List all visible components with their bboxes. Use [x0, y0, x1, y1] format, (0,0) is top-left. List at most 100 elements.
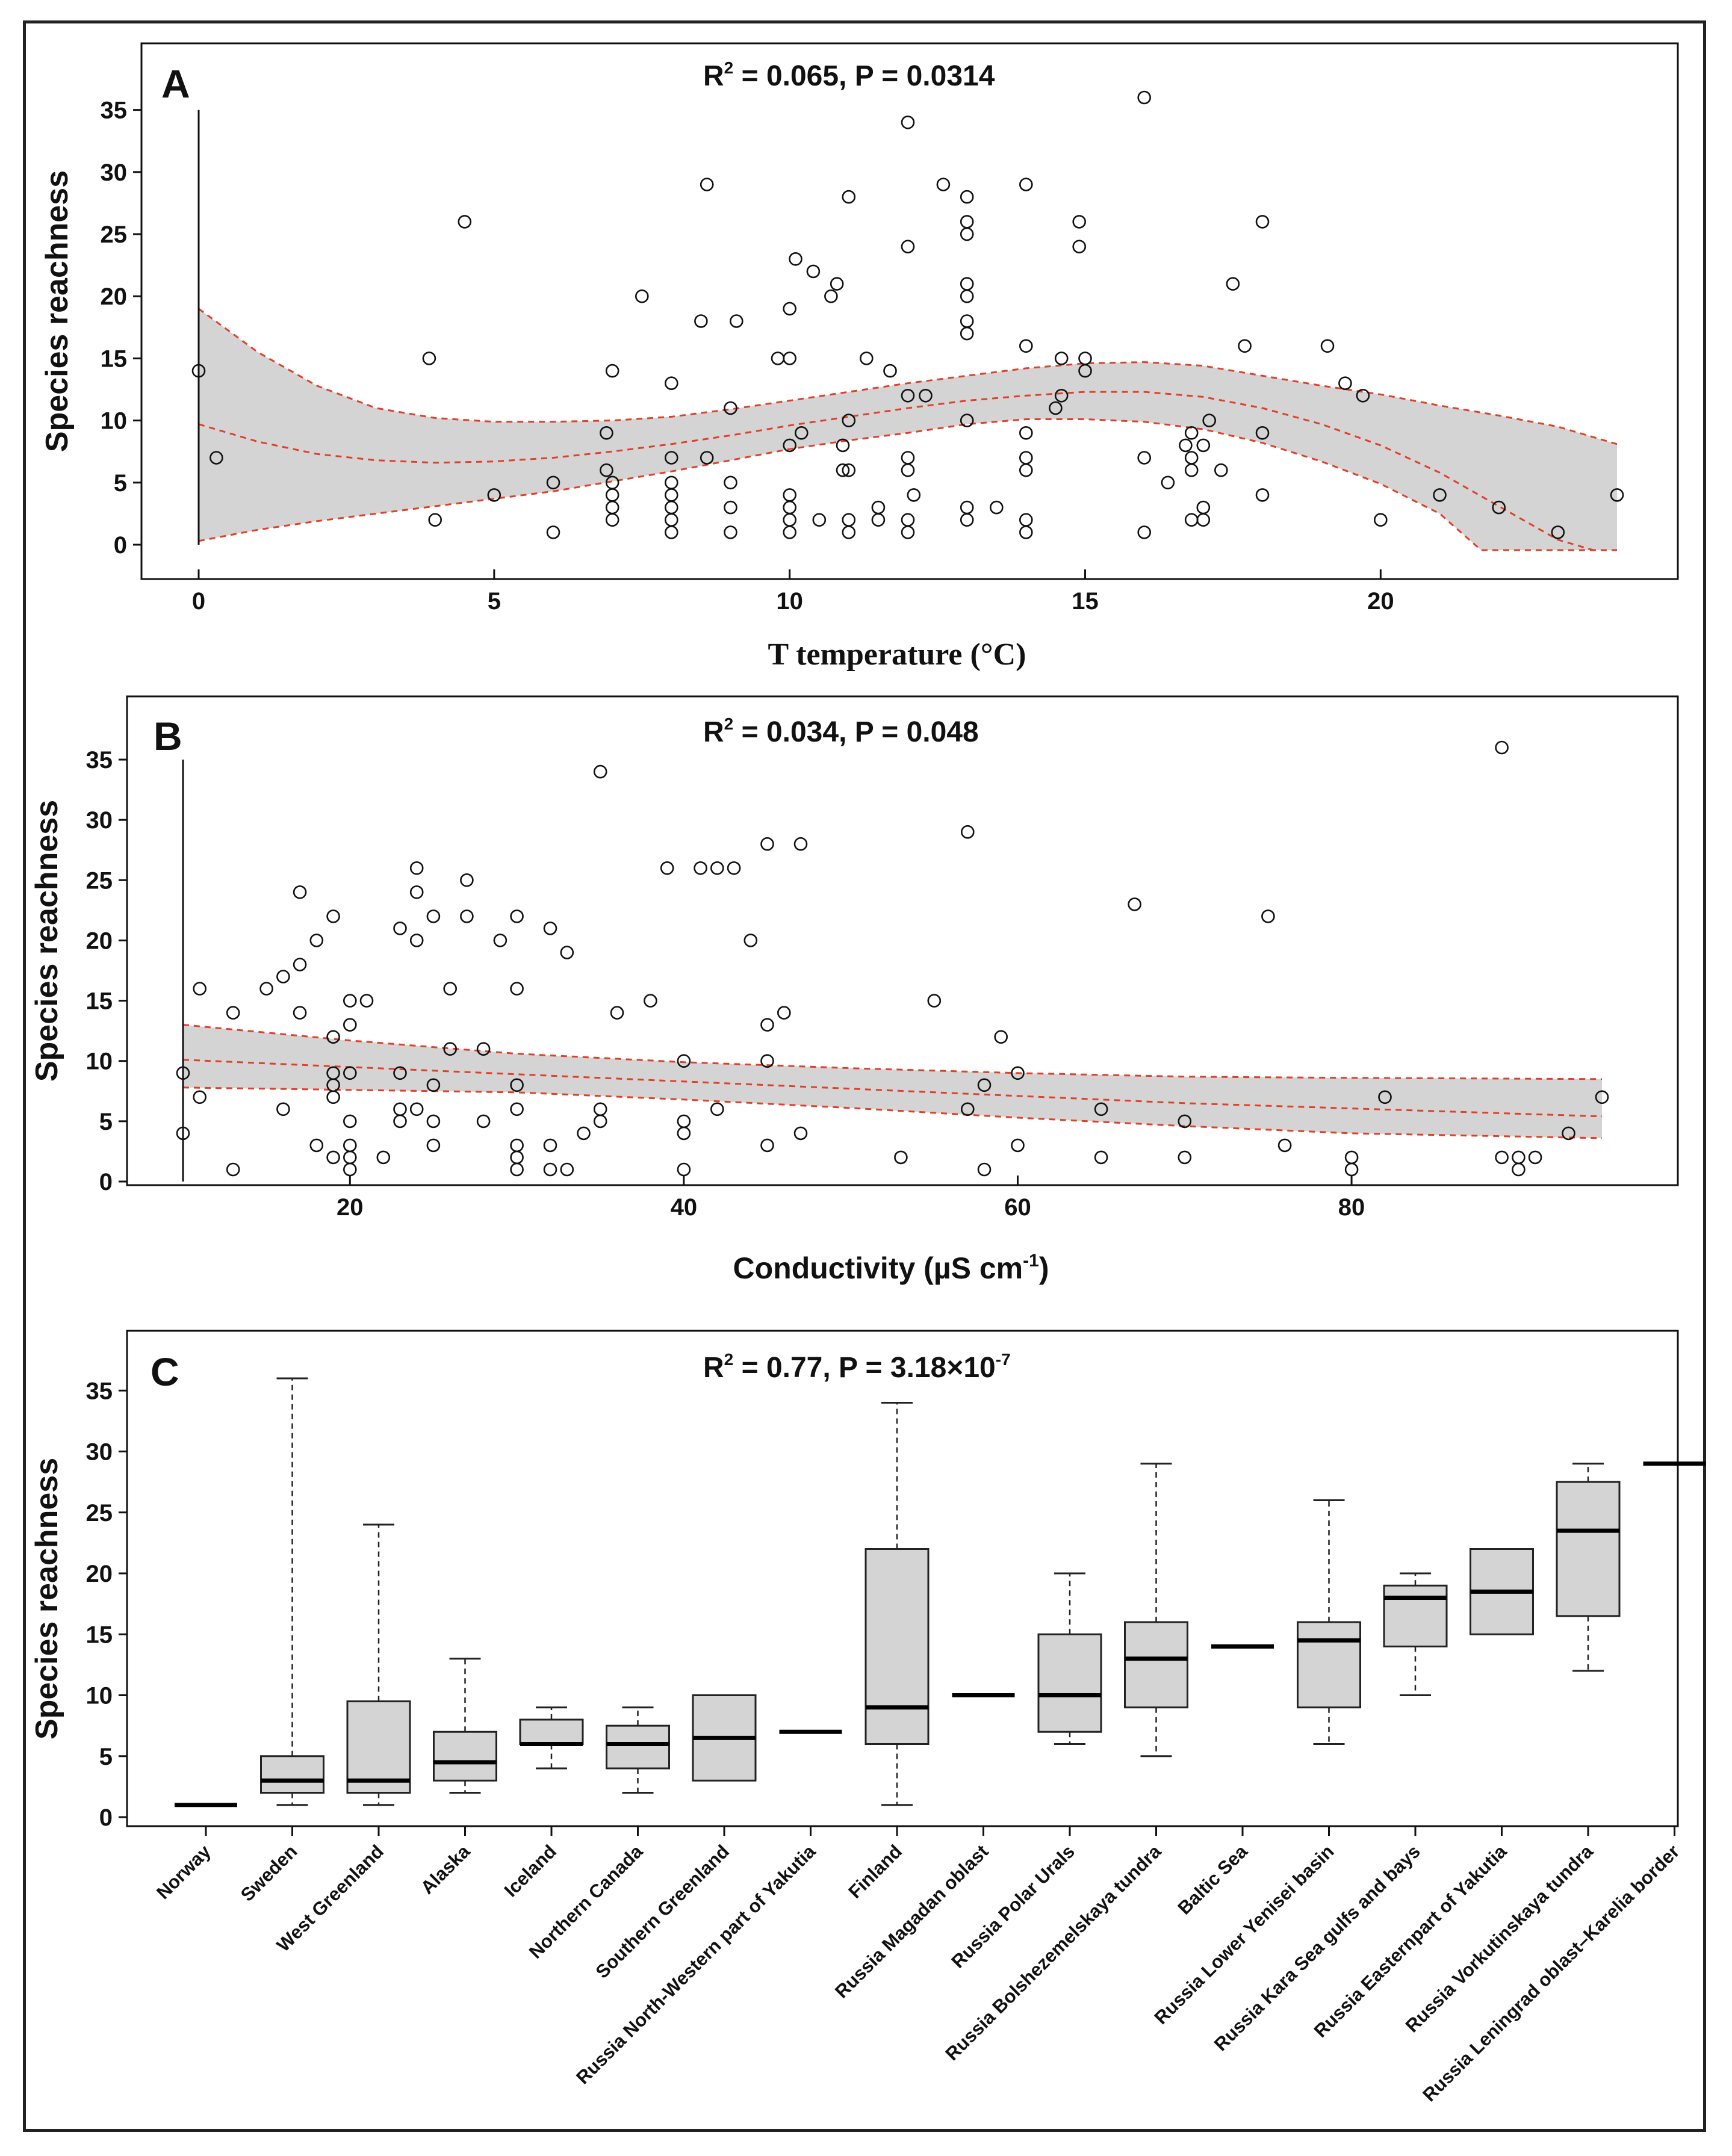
box-iqr [260, 1755, 324, 1794]
data-point [793, 837, 808, 851]
x-tick-label: 10 [776, 588, 803, 615]
data-point [665, 475, 678, 490]
data-point [293, 958, 307, 971]
data-point [842, 525, 856, 539]
data-point [960, 513, 974, 527]
data-point [476, 1114, 491, 1129]
box-5 [606, 1706, 670, 1794]
data-point [1019, 339, 1033, 353]
data-point [376, 1150, 391, 1165]
x-tick-label: 15 [1072, 588, 1099, 615]
category-label: Russia Lower Yenisei basin [1150, 1841, 1338, 2028]
data-point [1344, 1150, 1359, 1165]
data-point [836, 438, 850, 453]
y-tick-label: 35 [86, 1378, 113, 1404]
data-point [409, 885, 424, 899]
data-point [560, 946, 574, 959]
panel-c-y-label: Species reachness [29, 1458, 64, 1739]
data-point [510, 1078, 524, 1092]
data-point [409, 1102, 424, 1117]
data-point [700, 451, 714, 465]
data-point [393, 922, 407, 935]
data-point [1378, 1090, 1392, 1104]
data-point [724, 500, 737, 515]
data-point [1551, 525, 1565, 539]
data-point [871, 513, 886, 527]
data-point [326, 1150, 340, 1165]
data-point [1019, 513, 1033, 527]
data-point [901, 451, 915, 465]
y-tick-label: 35 [86, 747, 113, 773]
data-point [812, 513, 827, 527]
panel-b-y-label: Species reachness [29, 800, 64, 1082]
data-point [1094, 1102, 1108, 1117]
data-point [1512, 1150, 1526, 1165]
data-point [1495, 1150, 1509, 1165]
data-point [1184, 463, 1199, 477]
data-point [1356, 388, 1370, 403]
data-point [677, 1126, 691, 1141]
data-point [960, 326, 974, 341]
data-point [543, 1138, 557, 1153]
data-point [724, 525, 737, 539]
box-iqr [433, 1730, 497, 1782]
box-14 [1383, 1572, 1448, 1696]
data-point [600, 463, 613, 477]
data-point [259, 982, 273, 996]
box-iqr [864, 1548, 930, 1745]
data-point [901, 513, 915, 527]
data-point [860, 352, 874, 365]
data-point [1078, 352, 1092, 365]
data-point [1019, 463, 1033, 477]
data-point [1562, 1126, 1575, 1141]
data-point [960, 500, 974, 515]
data-point [824, 289, 838, 303]
data-point [1277, 1138, 1292, 1153]
confidence-band-area [183, 1024, 1602, 1138]
data-point [409, 934, 424, 947]
data-point [393, 1114, 407, 1129]
data-point [783, 513, 796, 527]
data-point [960, 215, 974, 229]
x-tick-label: 80 [1338, 1194, 1365, 1221]
data-point [1495, 740, 1509, 755]
data-point [1178, 1150, 1192, 1165]
data-point [343, 1150, 357, 1165]
y-tick-label: 20 [101, 283, 128, 310]
panel-b: 20 40 60 80 0 5 10 15 20 25 30 35 B R2 = 0.034, P … [29, 695, 1679, 1285]
data-point [842, 463, 856, 477]
data-point [901, 240, 915, 254]
data-point [777, 1006, 791, 1020]
data-point [226, 1162, 240, 1177]
panel-a-stat: R2 = 0.065, P = 0.0314 [703, 58, 995, 92]
data-point [1011, 1066, 1025, 1080]
data-point [1433, 488, 1447, 502]
panel-c-y-axis: 0 5 10 15 20 25 30 35 [86, 1378, 128, 1831]
panel-c-boxes [175, 1377, 1706, 1808]
y-tick-label: 0 [99, 1804, 113, 1831]
data-point [1179, 438, 1193, 453]
y-tick-label: 25 [101, 221, 128, 248]
box-2 [346, 1523, 411, 1806]
data-point [977, 1162, 992, 1177]
data-point [677, 1114, 691, 1129]
box-iqr [1124, 1621, 1188, 1709]
y-tick-label: 30 [86, 807, 113, 834]
box-iqr [606, 1724, 670, 1770]
data-point [1338, 376, 1352, 391]
data-point [894, 1150, 908, 1165]
data-point [760, 837, 774, 851]
data-point [1054, 352, 1069, 365]
data-point [426, 1138, 441, 1153]
category-label: Russia Easternpart of Yakutia [1310, 1841, 1511, 2042]
panel-c-stat: R2 = 0.77, P = 3.18×10-7 [703, 1350, 1011, 1384]
data-point [276, 1102, 290, 1117]
data-point [510, 1102, 524, 1117]
data-point [694, 861, 707, 875]
data-point [1226, 277, 1240, 291]
data-point [883, 364, 897, 378]
y-tick-label: 30 [86, 1439, 113, 1466]
data-point [677, 1054, 691, 1068]
data-point [1595, 1090, 1609, 1104]
